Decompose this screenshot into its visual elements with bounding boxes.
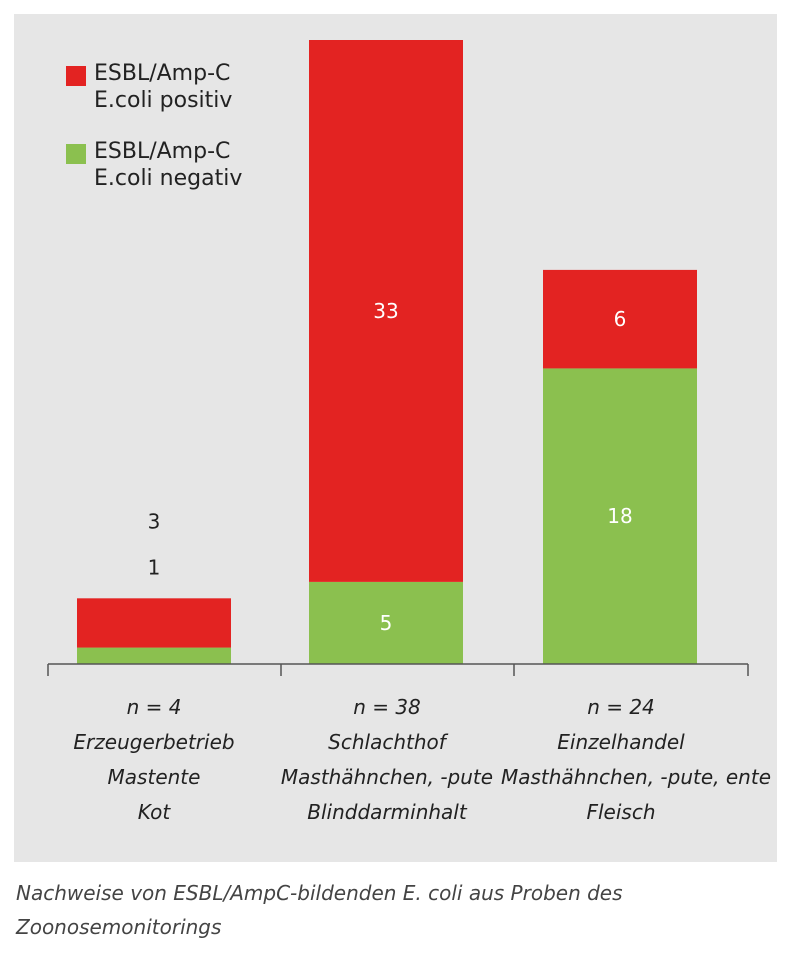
figure-caption: Nachweise von ESBL/AmpC-bildenden E. col… [16, 876, 623, 944]
category-line-3: Kot [137, 800, 171, 824]
legend-swatch-positive [66, 66, 86, 86]
value-labels-group: 3 1 5 33 18 6 [148, 299, 633, 635]
category-line-3: Fleisch [586, 800, 656, 824]
caption-line-2: Zoonosemonitorings [16, 915, 222, 939]
bars-group [77, 40, 697, 664]
legend-label-negative: ESBL/Amp-C E.coli negativ [94, 138, 242, 192]
legend-label-positive-line-2: E.coli positiv [94, 88, 233, 113]
value-label-positive-1: 3 [148, 509, 161, 533]
value-label-negative-2: 5 [380, 611, 393, 635]
category-label-3: n = 24 Einzelhandel Masthähnchen, -pute,… [501, 690, 771, 830]
legend-label-positive-line-1: ESBL/Amp-C [94, 61, 231, 86]
category-sample-size: n = 24 [587, 695, 655, 719]
category-line-3: Blinddarminhalt [307, 800, 467, 824]
value-label-positive-3: 6 [614, 307, 627, 331]
category-line-2: Mastente [107, 765, 201, 789]
legend-item-positive: ESBL/Amp-C E.coli positiv [66, 60, 232, 114]
legend-label-negative-line-2: E.coli negativ [94, 166, 243, 191]
bar-segment-positive-2 [309, 40, 463, 582]
category-line-2: Masthähnchen, -pute [280, 765, 494, 789]
category-line-2: Masthähnchen, -pute, ente [501, 765, 771, 789]
value-label-negative-3: 18 [607, 504, 632, 528]
category-line-1: Erzeugerbetrieb [73, 730, 235, 754]
x-axis [47, 663, 749, 676]
category-label-2: n = 38 Schlachthof Masthähnchen, -pute B… [267, 690, 507, 830]
legend-label-positive: ESBL/Amp-C E.coli positiv [94, 60, 232, 114]
bar-segment-positive-3 [543, 269, 697, 369]
caption-line-1: Nachweise von ESBL/AmpC-bildenden E. col… [16, 881, 623, 905]
category-line-1: Schlachthof [328, 730, 446, 754]
legend-label-negative-line-1: ESBL/Amp-C [94, 139, 231, 164]
category-sample-size: n = 38 [353, 695, 421, 719]
bar-segment-negative-1 [77, 647, 231, 664]
category-label-1: n = 4 Erzeugerbetrieb Mastente Kot [34, 690, 274, 830]
stacked-bar-chart: 3 1 5 33 18 6 [47, 40, 749, 676]
bar-segment-positive-1 [77, 598, 231, 648]
value-label-negative-1: 1 [148, 555, 161, 579]
category-line-1: Einzelhandel [557, 730, 685, 754]
value-label-positive-2: 33 [373, 299, 398, 323]
legend-swatch-negative [66, 144, 86, 164]
bar-segment-negative-3 [543, 368, 697, 664]
chart-panel: 3 1 5 33 18 6 ESBL/Amp-C E.coli positiv ESBL/… [14, 14, 777, 862]
bar-segment-negative-2 [309, 581, 463, 664]
legend-item-negative: ESBL/Amp-C E.coli negativ [66, 138, 242, 192]
category-sample-size: n = 4 [126, 695, 182, 719]
